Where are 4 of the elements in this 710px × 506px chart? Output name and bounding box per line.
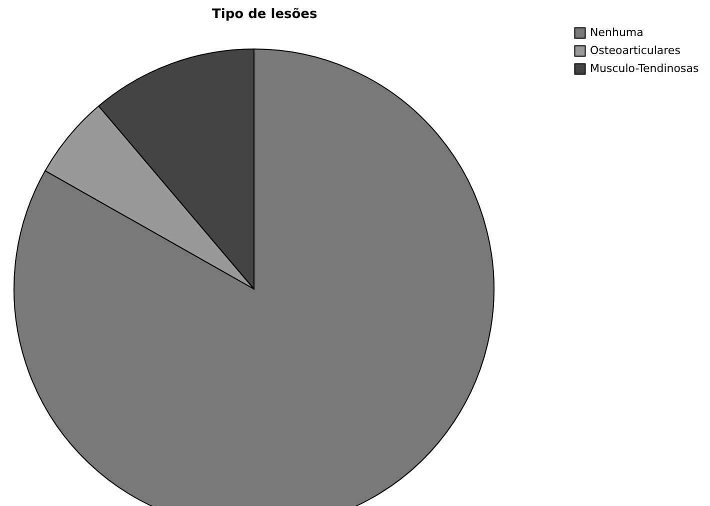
chart-title: Tipo de lesões bbox=[212, 7, 318, 22]
legend-label: Musculo-Tendinosas bbox=[590, 62, 699, 75]
legend-label: Nenhuma bbox=[590, 26, 644, 39]
legend-label: Osteoarticulares bbox=[590, 44, 681, 57]
